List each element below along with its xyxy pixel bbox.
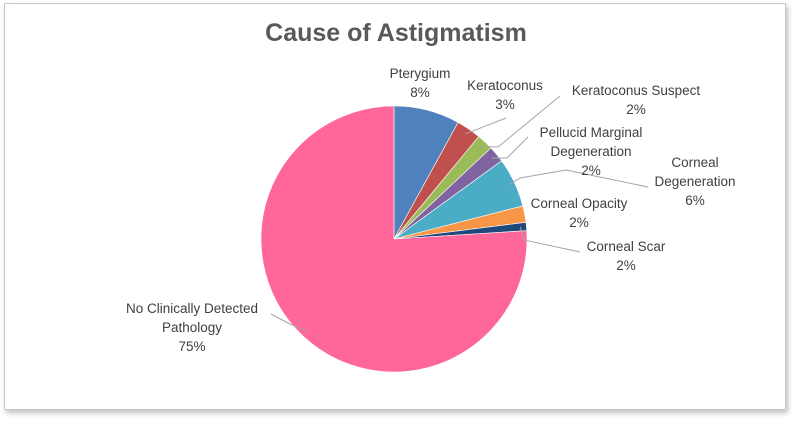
slice-label-5: Corneal Opacity 2% [531, 196, 628, 230]
slice-label-line: 2% [569, 215, 589, 230]
slice-label-line: 8% [410, 85, 430, 100]
slice-label-line: Corneal Scar [587, 239, 666, 254]
chart-title: Cause of Astigmatism [265, 19, 527, 47]
slice-label-line: Keratoconus Suspect [572, 83, 701, 98]
slice-label-6: Corneal Scar 2% [587, 239, 666, 273]
pie-slices [260, 105, 528, 373]
slice-label-line: 3% [495, 97, 515, 112]
slice-label-2: Keratoconus Suspect 2% [572, 83, 701, 117]
slice-label-line: Pellucid Marginal [540, 125, 643, 140]
leader-line-7 [270, 313, 308, 333]
leader-line-6 [519, 226, 581, 253]
slice-label-3: Pellucid Marginal Degeneration 2% [540, 125, 643, 178]
slice-label-line: Degeneration [654, 174, 735, 189]
slice-label-line: 6% [685, 193, 705, 208]
slice-label-line: Keratoconus [467, 78, 543, 93]
leader-line-4 [508, 169, 649, 188]
slice-label-4: Corneal Degeneration 6% [654, 155, 735, 208]
pie-slice-7 [260, 105, 528, 373]
leader-line-2 [480, 95, 561, 148]
leader-line-3 [491, 136, 529, 159]
slice-label-line: Corneal [671, 155, 718, 170]
slice-label-line: Pterygium [390, 66, 451, 81]
slice-label-line: 2% [626, 102, 646, 117]
slice-label-line: Pathology [162, 320, 222, 335]
slice-label-line: 2% [581, 163, 601, 178]
slice-label-line: Degeneration [550, 144, 631, 159]
slice-label-line: 75% [178, 339, 205, 354]
slice-label-1: Keratoconus 3% [467, 78, 543, 112]
slice-label-line: 2% [616, 258, 636, 273]
leader-line-1 [465, 117, 507, 135]
slice-label-7: No Clinically Detected Pathology 75% [126, 301, 258, 354]
slice-label-line: No Clinically Detected [126, 301, 258, 316]
slice-label-line: Corneal Opacity [531, 196, 628, 211]
slice-labels: Pterygium 8% Keratoconus 3% Keratoconus Susp… [126, 66, 736, 354]
leader-lines [270, 95, 649, 333]
slice-label-0: Pterygium 8% [390, 66, 451, 100]
